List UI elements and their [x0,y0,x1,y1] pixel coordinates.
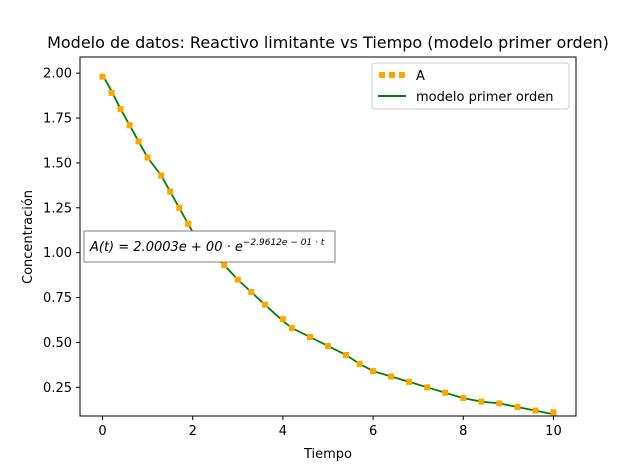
data-point-a [460,395,467,402]
y-tick-label: 0.50 [43,336,72,351]
x-tick-label: 4 [279,424,287,439]
data-point-a [532,407,539,414]
data-point-a [117,106,124,113]
y-tick-label: 1.25 [43,201,72,216]
y-axis: 0.25 0.50 0.75 1.00 1.25 1.50 1.75 2.00 [43,67,80,396]
x-axis: 0 2 4 6 8 10 [98,416,562,439]
data-point-a [406,378,413,385]
y-axis-label: Concentración [21,190,36,284]
data-point-a [176,204,183,211]
y-tick-label: 1.50 [43,156,72,171]
data-point-a [514,404,521,410]
data-point-a [478,398,485,405]
data-point-a [185,220,192,227]
data-point-a [99,73,106,80]
legend-box [371,62,570,110]
equation-annotation: A(t) = 2.0003e + 00 · e−2.9612e − 01 · t [83,230,336,263]
legend-swatch-a [379,72,405,78]
data-point-a [370,368,377,375]
y-tick-label: 2.00 [43,67,72,82]
data-point-a [325,343,331,349]
legend-label-a: A [416,69,425,84]
y-tick-label: 0.25 [43,381,72,396]
data-point-a [288,325,295,331]
annotation-text: A(t) = 2.0003e + 00 · e−2.9612e − 01 · t [89,238,325,255]
x-tick-label: 2 [189,424,197,439]
data-point-a [144,154,151,161]
data-point-a [221,262,228,269]
x-tick-label: 10 [545,424,562,439]
x-axis-label: Tiempo [303,447,352,462]
y-tick-label: 0.75 [43,291,72,306]
legend: A modelo primer orden [371,62,570,110]
data-point-a [496,400,503,407]
data-point-a [356,360,363,367]
data-point-a [135,138,142,145]
x-tick-label: 8 [459,424,467,439]
data-point-a [442,389,449,396]
data-point-a [167,188,174,195]
data-point-a [307,334,313,340]
legend-label-model: modelo primer orden [416,90,553,105]
x-tick-label: 0 [98,424,106,439]
y-tick-label: 1.75 [43,112,72,127]
data-point-a [248,289,255,296]
data-point-a [234,276,241,283]
y-tick-label: 1.00 [43,246,72,261]
data-point-a [158,172,165,179]
data-point-a [261,301,268,308]
data-point-a [279,316,286,323]
x-tick-label: 6 [369,424,377,439]
data-point-a [343,352,349,358]
data-point-a [424,384,431,391]
plot-area-frame [79,56,577,417]
data-point-a [108,89,115,96]
data-point-a [388,373,395,380]
chart-title: Modelo de datos: Reactivo limitante vs T… [47,33,609,52]
data-point-a [550,409,557,416]
data-point-a [126,122,133,129]
annotation-box [83,230,336,263]
